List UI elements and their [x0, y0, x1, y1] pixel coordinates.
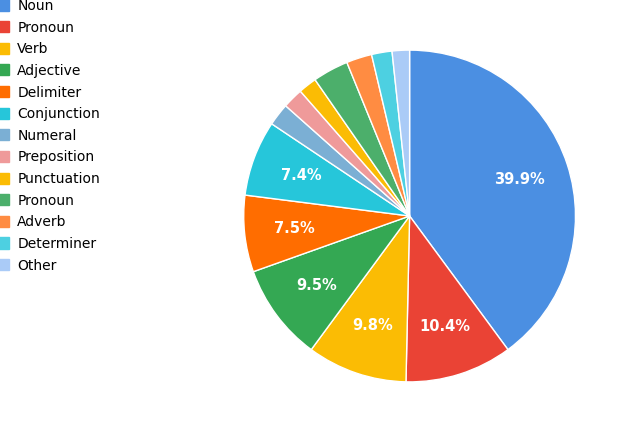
Text: 7.5%: 7.5% [274, 221, 314, 236]
Legend: Noun, Pronoun, Verb, Adjective, Delimiter, Conjunction, Numeral, Preposition, Pu: Noun, Pronoun, Verb, Adjective, Delimite… [0, 0, 104, 277]
Wedge shape [253, 216, 410, 349]
Wedge shape [285, 91, 410, 216]
Wedge shape [244, 195, 410, 272]
Wedge shape [347, 54, 410, 216]
Text: 9.8%: 9.8% [352, 318, 392, 334]
Wedge shape [245, 124, 410, 216]
Wedge shape [392, 50, 410, 216]
Text: 10.4%: 10.4% [419, 319, 470, 334]
Wedge shape [315, 62, 410, 216]
Wedge shape [300, 79, 410, 216]
Text: 9.5%: 9.5% [296, 278, 337, 293]
Wedge shape [410, 50, 575, 349]
Text: 7.4%: 7.4% [280, 168, 321, 183]
Wedge shape [372, 51, 410, 216]
Wedge shape [311, 216, 410, 382]
Wedge shape [272, 106, 410, 216]
Wedge shape [406, 216, 508, 382]
Text: 39.9%: 39.9% [495, 172, 545, 187]
